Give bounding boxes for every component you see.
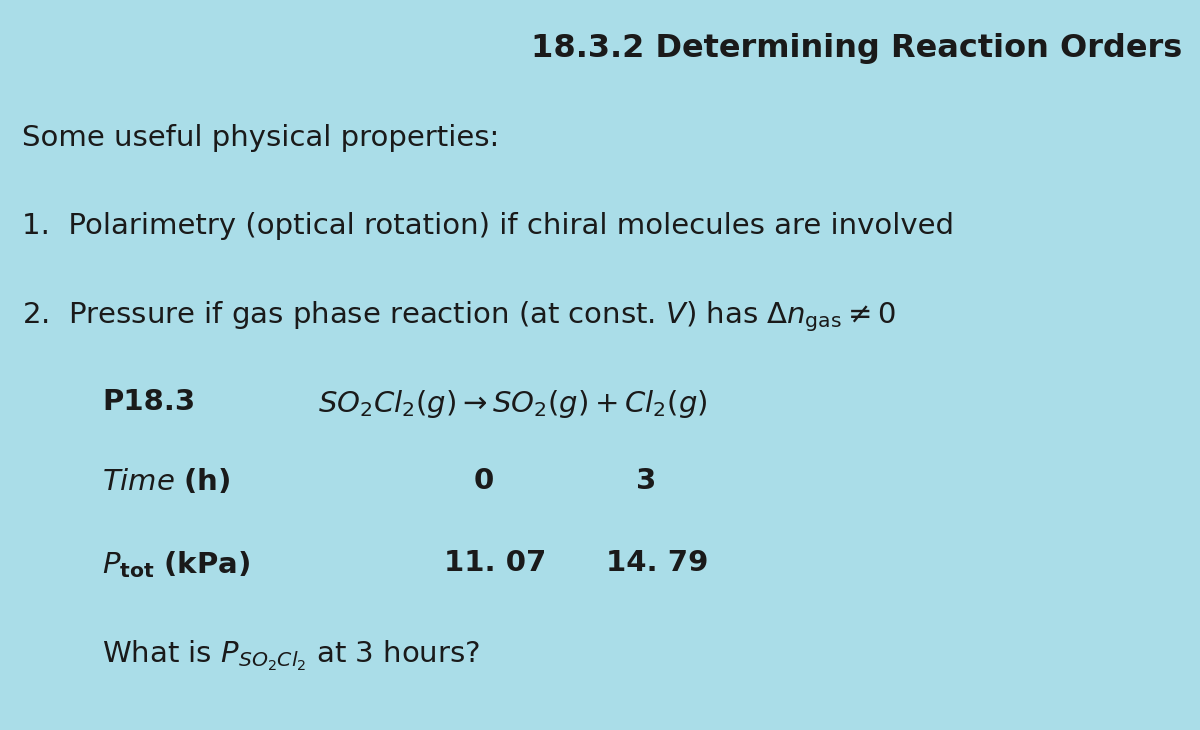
Text: $\mathit{SO_2Cl_2(g) \rightarrow SO_2(g) + Cl_2(g)}$: $\mathit{SO_2Cl_2(g) \rightarrow SO_2(g)… [318, 388, 708, 420]
Text: What is $\mathbf{\mathit{P}}_{\mathbf{\mathit{SO_2Cl_2}}}$ at 3 hours?: What is $\mathbf{\mathit{P}}_{\mathbf{\m… [102, 639, 480, 673]
Text: Some useful physical properties:: Some useful physical properties: [22, 124, 499, 152]
Text: 1.  Polarimetry (optical rotation) if chiral molecules are involved: 1. Polarimetry (optical rotation) if chi… [22, 212, 954, 239]
Text: $\mathbf{\mathit{P}}_{\mathbf{tot}}$ $\mathbf{(kPa)}$: $\mathbf{\mathit{P}}_{\mathbf{tot}}$ $\m… [102, 549, 250, 580]
Text: 0: 0 [474, 467, 494, 495]
Text: 3: 3 [636, 467, 656, 495]
Text: 14. 79: 14. 79 [606, 549, 708, 577]
Text: P18.3: P18.3 [102, 388, 196, 416]
Text: 11. 07: 11. 07 [444, 549, 546, 577]
Text: 2.  Pressure if gas phase reaction (at const. $\mathit{V}$) has $\Delta n_{\math: 2. Pressure if gas phase reaction (at co… [22, 299, 895, 334]
Text: $\mathbf{\mathit{Time}}$ $\mathbf{(h)}$: $\mathbf{\mathit{Time}}$ $\mathbf{(h)}$ [102, 467, 230, 496]
Text: 18.3.2 Determining Reaction Orders: 18.3.2 Determining Reaction Orders [530, 33, 1182, 64]
